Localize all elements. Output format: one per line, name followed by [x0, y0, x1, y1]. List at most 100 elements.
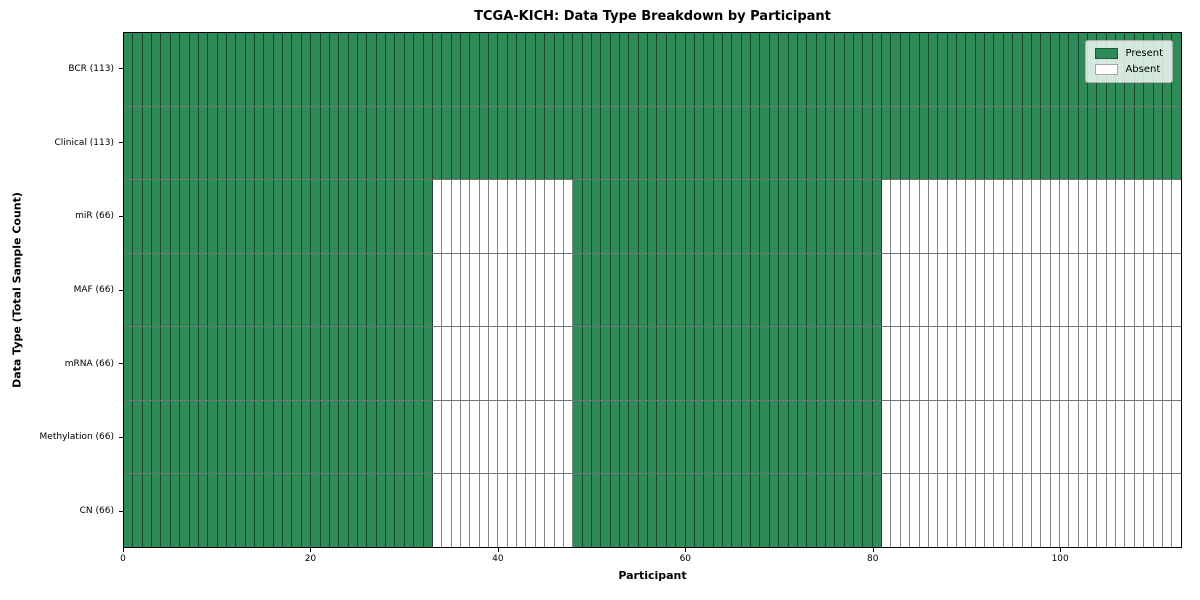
matrix-cell: [975, 327, 986, 400]
matrix-cell: [854, 400, 864, 474]
matrix-cell: [638, 33, 649, 106]
matrix-cell: [956, 33, 967, 106]
matrix-cell: [779, 180, 789, 253]
matrix-cell: [545, 327, 555, 400]
matrix-cell: [657, 253, 667, 327]
matrix-cell: [704, 33, 714, 106]
y-tick-maf: MAF (66): [0, 253, 123, 327]
matrix-cell: [451, 327, 461, 400]
matrix-cell: [947, 327, 957, 400]
matrix-cell: [816, 327, 826, 400]
matrix-cell: [657, 400, 667, 474]
matrix-cell: [797, 33, 808, 106]
matrix-cell: [1003, 400, 1014, 474]
matrix-cell: [573, 400, 583, 474]
matrix-cell: [723, 474, 733, 548]
matrix-cell: [236, 327, 246, 400]
matrix-cell: [985, 180, 995, 253]
matrix-cell: [863, 327, 873, 400]
matrix-cell: [620, 106, 630, 180]
matrix-cell: [900, 474, 911, 548]
matrix-cell: [601, 33, 611, 106]
matrix-cell: [648, 253, 658, 327]
y-tick-label: BCR (113): [68, 63, 114, 74]
matrix-cell: [161, 180, 171, 253]
matrix-cell: [648, 327, 658, 400]
matrix-cell: [816, 33, 826, 106]
matrix-cell: [938, 106, 948, 180]
matrix-cell: [339, 327, 349, 400]
matrix-cell: [938, 327, 948, 400]
matrix-cell: [414, 33, 424, 106]
matrix-cell: [900, 106, 911, 180]
matrix-cell: [1097, 253, 1107, 327]
matrix-cell: [1031, 106, 1042, 180]
matrix-cell: [367, 327, 377, 400]
matrix-cell: [563, 106, 574, 180]
matrix-cell: [264, 327, 274, 400]
matrix-cell: [685, 327, 695, 400]
matrix-cell: [760, 474, 770, 548]
matrix-cell: [732, 327, 742, 400]
matrix-cell: [648, 33, 658, 106]
matrix-cell: [404, 327, 415, 400]
legend-label: Present: [1125, 47, 1163, 59]
matrix-cell: [1069, 327, 1079, 400]
matrix-cell: [245, 33, 256, 106]
matrix-cell: [198, 253, 209, 327]
matrix-cell: [283, 474, 293, 548]
matrix-cell: [554, 474, 564, 548]
matrix-cell: [751, 400, 761, 474]
matrix-cell: [1116, 253, 1126, 327]
matrix-cell: [442, 180, 452, 253]
matrix-cell: [217, 400, 227, 474]
matrix-cell: [507, 400, 518, 474]
matrix-cell: [1059, 180, 1070, 253]
matrix-cell: [704, 474, 714, 548]
matrix-cell: [751, 474, 761, 548]
matrix-cell: [283, 400, 293, 474]
matrix-cell: [769, 180, 780, 253]
matrix-cell: [610, 180, 621, 253]
x-tick-label: 80: [867, 554, 879, 564]
matrix-cell: [900, 400, 911, 474]
matrix-cell: [526, 474, 536, 548]
matrix-cell: [1116, 180, 1126, 253]
matrix-cell: [142, 400, 153, 474]
matrix-cell: [180, 327, 190, 400]
matrix-cell: [395, 33, 405, 106]
matrix-cell: [320, 400, 330, 474]
matrix-cell: [835, 106, 845, 180]
matrix-cell: [236, 253, 246, 327]
matrix-cell: [919, 106, 929, 180]
matrix-cell: [395, 327, 405, 400]
matrix-cell: [423, 106, 433, 180]
matrix-cell: [432, 106, 443, 180]
matrix-cell: [1172, 106, 1181, 180]
matrix-cell: [1031, 253, 1042, 327]
matrix-cell: [189, 474, 199, 548]
matrix-cell: [657, 327, 667, 400]
matrix-cell: [208, 253, 218, 327]
matrix-cell: [320, 327, 330, 400]
y-axis-tick-labels: BCR (113) Clinical (113) miR (66) MAF (6…: [0, 32, 123, 548]
matrix-cell: [161, 400, 171, 474]
matrix-cell: [189, 33, 199, 106]
matrix-cell: [161, 33, 171, 106]
matrix-cell: [432, 253, 443, 327]
matrix-cell: [666, 33, 677, 106]
matrix-cell: [470, 400, 480, 474]
matrix-cell: [1031, 474, 1042, 548]
matrix-cell: [797, 327, 808, 400]
matrix-row-mrna: [124, 327, 1181, 401]
matrix-cell: [1003, 327, 1014, 400]
matrix-cell: [470, 253, 480, 327]
matrix-cell: [423, 253, 433, 327]
matrix-cell: [236, 180, 246, 253]
matrix-cell: [554, 253, 564, 327]
matrix-cell: [620, 33, 630, 106]
matrix-cell: [685, 400, 695, 474]
matrix-cell: [1041, 33, 1051, 106]
matrix-cell: [704, 106, 714, 180]
matrix-cell: [170, 474, 181, 548]
